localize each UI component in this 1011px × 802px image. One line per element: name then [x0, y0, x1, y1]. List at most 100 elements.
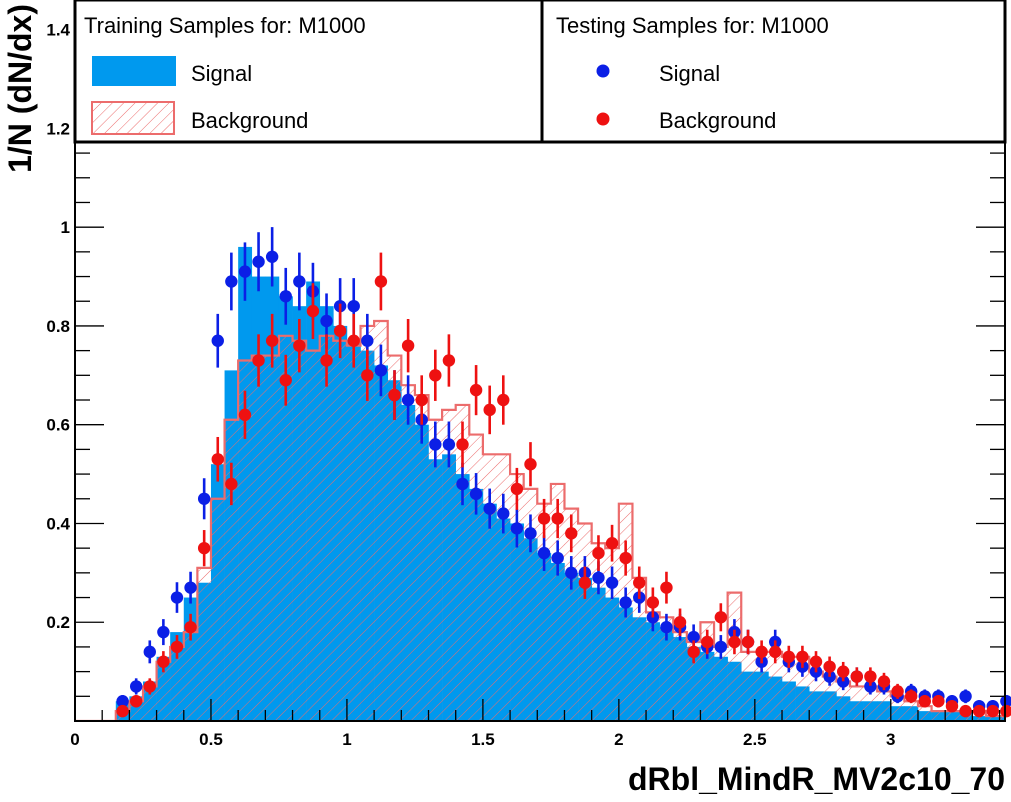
signal-testing-point	[170, 591, 184, 604]
y-tick-label: 0.8	[46, 317, 70, 336]
background-training-bar	[278, 335, 293, 721]
signal-testing-point	[347, 299, 360, 313]
background-training-bar	[945, 711, 960, 721]
signal-testing-point	[524, 527, 537, 540]
background-testing-point	[524, 458, 537, 471]
background-testing-point	[605, 537, 619, 550]
legend-signal-marker	[596, 64, 610, 78]
background-training-bar	[170, 646, 185, 721]
background-testing-point	[592, 546, 605, 560]
histogram-layer	[75, 246, 1005, 721]
background-training-bar	[387, 355, 402, 721]
background-testing-point	[945, 699, 959, 713]
background-testing-point	[184, 620, 197, 634]
background-training-bar	[646, 612, 660, 721]
background-training-bar	[578, 523, 592, 721]
signal-testing-point	[143, 645, 156, 659]
background-training-bar	[333, 340, 348, 721]
background-training-bar	[727, 592, 742, 721]
background-testing-point	[565, 527, 578, 540]
background-training-bar	[550, 483, 565, 721]
signal-testing-point	[837, 675, 850, 688]
x-tick-label: 0	[70, 730, 79, 749]
background-training-bar	[985, 716, 1000, 721]
background-training-outline	[75, 319, 1005, 721]
background-training-bar	[999, 716, 1005, 721]
background-training-bar	[360, 325, 375, 721]
legend-testing-title: Testing Samples for: M1000	[556, 13, 829, 38]
background-testing-point	[864, 670, 877, 683]
background-training-bar	[414, 395, 429, 721]
x-tick-label: 2	[614, 730, 623, 749]
background-training-bar	[523, 488, 538, 721]
background-training-bar	[754, 651, 769, 721]
background-testing-point	[809, 655, 823, 668]
background-testing-point	[537, 512, 551, 525]
background-training-bar	[686, 641, 701, 721]
background-testing-point	[755, 645, 768, 659]
signal-testing-point	[225, 275, 238, 288]
background-testing-point	[986, 704, 999, 718]
background-training-bar	[591, 543, 606, 721]
legend-testing-background-label: Background	[659, 108, 776, 133]
signal-testing-point	[116, 695, 129, 708]
background-training-bar	[836, 681, 851, 721]
background-training-bar	[768, 651, 783, 721]
background-testing-point	[660, 581, 673, 594]
background-training-bar	[292, 340, 307, 721]
signal-testing-point	[864, 680, 877, 693]
background-training-bar	[659, 617, 674, 721]
background-testing-point	[129, 695, 143, 708]
background-training-bar	[632, 577, 647, 721]
background-testing-point	[551, 512, 564, 525]
background-testing-point	[837, 665, 850, 678]
background-training-bar	[931, 711, 946, 721]
background-testing-point	[578, 576, 592, 589]
background-testing-point	[959, 704, 972, 718]
background-testing-point	[796, 650, 809, 664]
legend-background-swatch	[91, 101, 175, 135]
background-training-bar	[917, 706, 932, 721]
background-testing-point	[374, 275, 388, 288]
background-testing-point	[143, 680, 156, 693]
signal-testing-point	[374, 364, 388, 377]
background-testing-point	[238, 408, 252, 422]
background-testing-point	[320, 354, 333, 367]
background-training-bar	[156, 661, 171, 721]
signal-testing-point	[129, 680, 143, 693]
background-testing-point	[646, 596, 660, 609]
background-training-bar	[238, 360, 253, 721]
background-testing-point	[157, 655, 170, 668]
background-training-bar	[346, 345, 361, 721]
legend-testing-signal-label: Signal	[659, 61, 720, 86]
background-testing-point	[442, 354, 456, 367]
background-testing-point	[972, 704, 986, 718]
signal-testing-point	[279, 290, 292, 303]
background-training-bar	[197, 567, 212, 721]
background-training-bar	[401, 385, 416, 721]
signal-testing-point	[592, 571, 605, 584]
background-testing-point	[619, 551, 632, 565]
background-testing-point	[211, 453, 224, 466]
background-testing-point	[116, 704, 129, 718]
background-training-bar	[319, 335, 334, 721]
background-training-bar	[714, 646, 728, 721]
background-testing-point	[306, 304, 320, 318]
background-testing-point	[701, 635, 714, 649]
signal-testing-point	[510, 522, 524, 535]
background-testing-point	[279, 374, 292, 387]
signal-testing-point	[429, 438, 442, 451]
background-training-bar	[782, 656, 796, 721]
background-training-bar	[496, 454, 511, 721]
background-training-bar	[673, 632, 688, 721]
legend-background-marker	[596, 112, 610, 126]
background-training-bar	[374, 320, 389, 721]
legend: Training Samples for: M1000 Signal Backg…	[73, 0, 1007, 144]
background-training-bar	[510, 474, 524, 721]
y-tick-label: 0.4	[46, 514, 70, 533]
signal-testing-point	[184, 581, 197, 594]
background-testing-point	[728, 635, 741, 649]
background-training-bar	[224, 419, 239, 721]
background-testing-point	[388, 388, 401, 402]
